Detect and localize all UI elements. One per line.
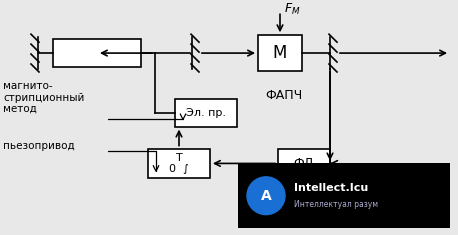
Text: A: A — [261, 189, 272, 203]
Bar — [238, 163, 450, 228]
Text: ФД: ФД — [294, 157, 314, 170]
Bar — [258, 35, 302, 71]
Bar — [53, 39, 141, 67]
Text: ФАПЧ: ФАПЧ — [265, 89, 302, 102]
Bar — [278, 149, 330, 178]
Text: М: М — [273, 44, 287, 62]
Bar — [175, 99, 237, 127]
Text: $F_M$: $F_M$ — [284, 2, 300, 17]
Text: Интеллектуал разум: Интеллектуал разум — [294, 200, 378, 209]
Text: Эл. пр.: Эл. пр. — [186, 108, 226, 118]
Text: пьезопривод: пьезопривод — [3, 141, 75, 151]
Text: $F_M$: $F_M$ — [335, 164, 351, 179]
Text: Т
0  ∫: Т 0 ∫ — [169, 153, 189, 174]
Text: Intellect.Icu: Intellect.Icu — [294, 183, 368, 193]
Bar — [148, 149, 210, 178]
Circle shape — [247, 177, 285, 215]
Text: магнито-
стрипционный
метод: магнито- стрипционный метод — [3, 81, 84, 114]
